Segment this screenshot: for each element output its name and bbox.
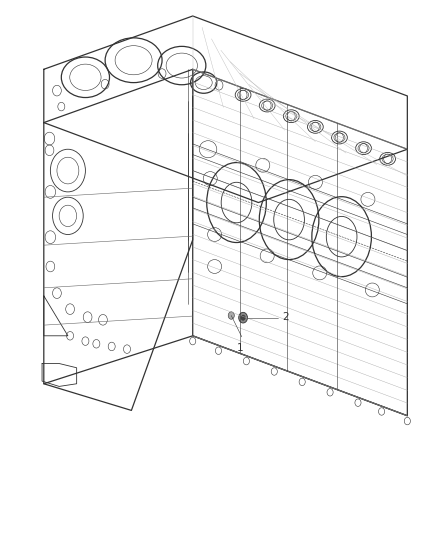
Circle shape bbox=[228, 312, 234, 319]
Text: 1: 1 bbox=[237, 343, 244, 353]
Circle shape bbox=[241, 315, 245, 320]
Text: 2: 2 bbox=[283, 312, 289, 321]
Circle shape bbox=[239, 312, 247, 323]
